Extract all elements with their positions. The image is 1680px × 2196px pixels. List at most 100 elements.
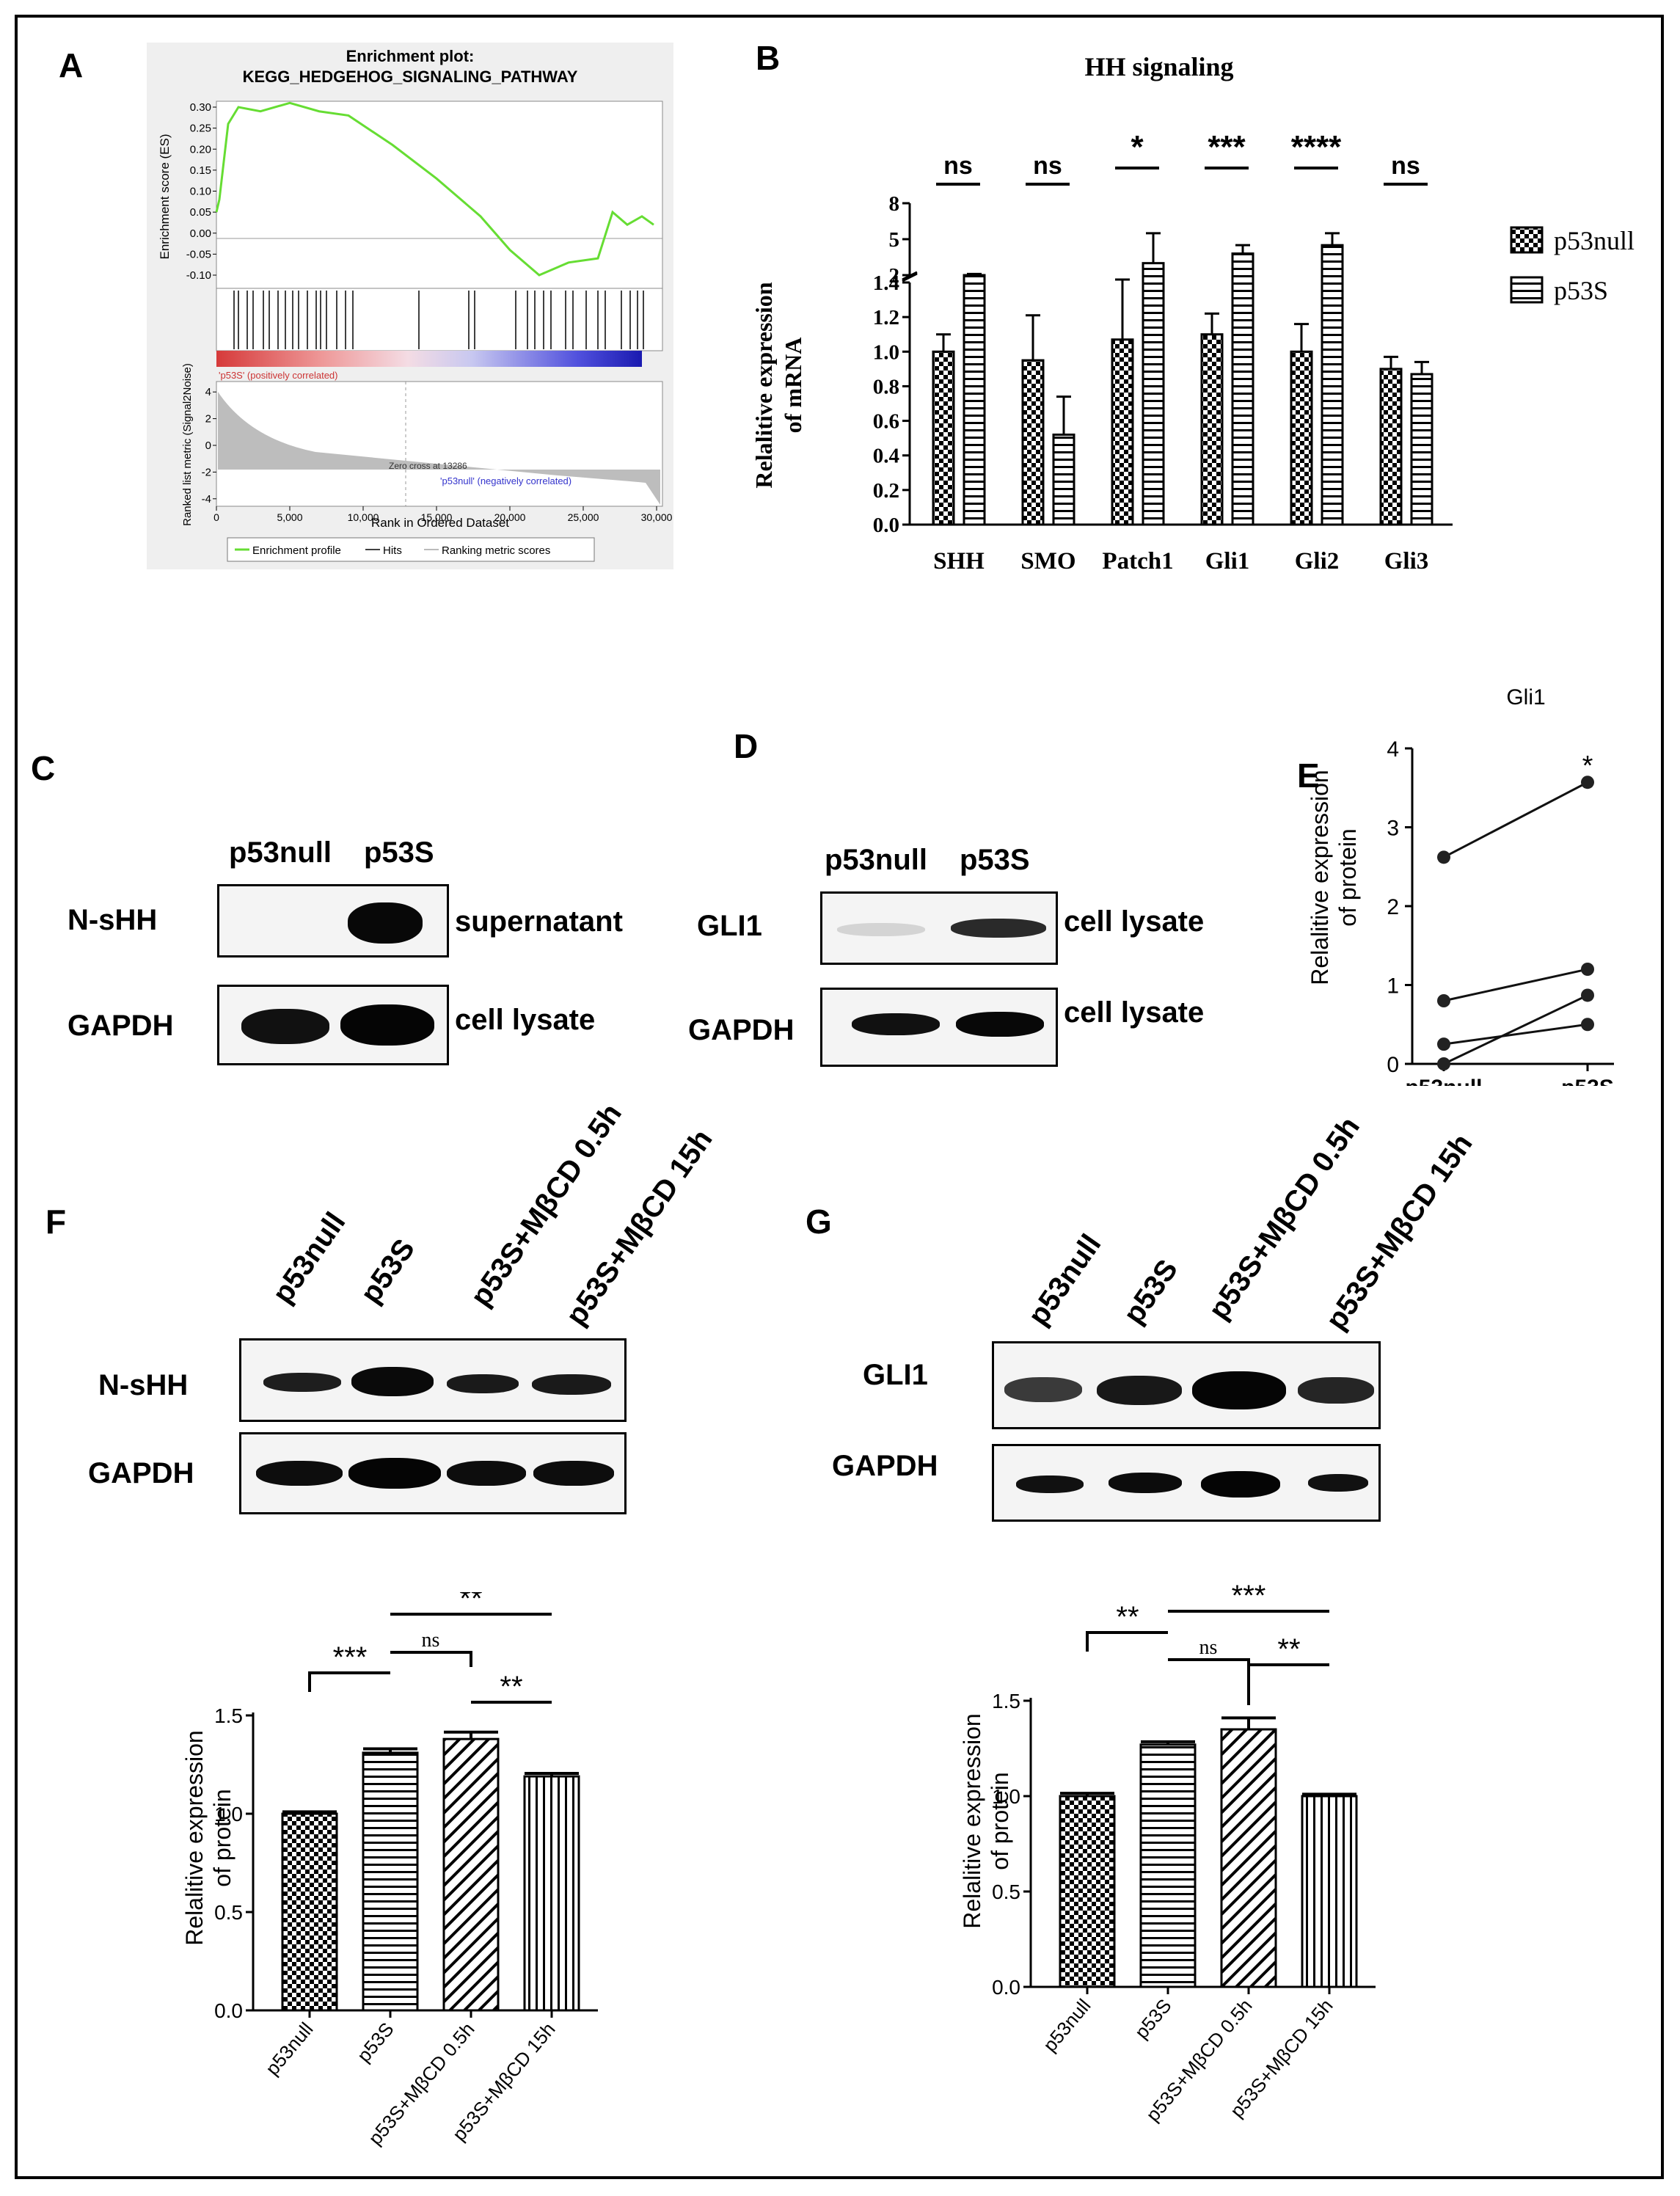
negative-correlated-label: 'p53null' (negatively correlated) [440,475,571,486]
quant-bracket-label: ns [422,1629,440,1652]
es-ylabel: Enrichment score (ES) [158,134,172,260]
c-band-nshh-p53S [348,902,423,944]
g-row1-label: GLI1 [863,1359,928,1391]
e-point [1437,850,1450,864]
d-lane-p53S: p53S [960,844,1030,876]
quant-bar-0 [281,1812,338,2012]
g-band-gapdh-1 [1016,1475,1084,1493]
g-band-gapdh-4 [1308,1474,1368,1492]
c-blot-gapdh [217,985,449,1065]
chart-b-ylabel-line2: of mRNA [780,338,806,434]
b-bar-p53null-Gli2 [1290,350,1313,526]
d-row2-note: cell lysate [1064,996,1205,1029]
quant-category-label: p53null [1039,1995,1095,2057]
panel-label-e: E [1297,756,1320,795]
b-legend-label: p53null [1554,226,1635,255]
f-band-gapdh-1 [256,1461,343,1486]
rank-tick-label: 0 [205,439,211,452]
d-blot-gapdh [820,988,1058,1067]
quant-tick-label: 1.5 [992,1690,1020,1712]
es-tick-label: 0.15 [190,164,211,177]
b-bar-p53S-Gli1 [1231,252,1254,526]
chart-e-ylabel-line2: of protein [1334,828,1361,926]
e-tick-label: 1 [1387,974,1399,999]
d-band-gli1-2 [951,919,1046,938]
quant-bracket [308,1671,390,1692]
b-tick-label: 1.4 [873,271,899,295]
b-tick-label: 1.2 [873,306,899,329]
quant-bracket-label: ns [1199,1636,1218,1659]
quant-bar-1 [1139,1743,1197,1988]
b-category-label: Gli2 [1295,548,1340,574]
panel-label-g: G [806,1203,832,1241]
b-significance-label: ns [1033,152,1062,180]
quant-tick-label: 0.0 [214,1999,243,2022]
e-pair-line [1443,781,1588,858]
quant-bracket-label: *** [333,1641,368,1674]
f-row1-label: N-sHH [98,1369,189,1401]
e-point [1437,1037,1450,1051]
enrichment-profile-line [215,101,654,277]
b-legend-label: p53S [1554,276,1608,305]
quant-bracket [1168,1658,1250,1705]
d-lane-p53null: p53null [825,844,928,876]
quant-category-label: p53S [353,2018,398,2067]
gsea-x-tick-label: 25,000 [568,511,599,523]
b-significance-label: **** [1291,129,1342,165]
gli1-paired-dot-plot: Gli1 Relalitive expression of protein 0 1… [1307,685,1614,1086]
e-pair-line [1443,968,1588,1002]
b-tick-label: 0.2 [873,479,899,503]
d-band-gli1-1 [837,923,925,936]
quant-bar-2 [442,1737,500,2012]
quant-bracket-label: ** [1116,1601,1139,1633]
b-bar-p53S-Gli2 [1321,244,1344,526]
es-tick-label: 0.00 [190,227,211,240]
c-band-gapdh-1 [241,1009,329,1044]
b-bar-p53null-SMO [1021,359,1045,526]
f-band-gapdh-3 [447,1461,526,1486]
d-row1-note: cell lysate [1064,905,1205,938]
quant-bracket [1086,1631,1168,1652]
gsea-x-tick-label: 30,000 [641,511,673,523]
es-tick-label: 0.30 [190,101,211,114]
b-category-label: Gli3 [1384,548,1429,574]
f-blot-gapdh [239,1432,627,1514]
d-band-gapdh-2 [956,1012,1044,1037]
g-row2-label: GAPDH [832,1450,938,1482]
legend-hits: Hits [383,544,402,557]
gsea-x-tick-label: 15,000 [421,511,453,523]
d-blot-gli1 [820,891,1058,965]
b-significance-label: *** [1208,129,1246,165]
f-quant-bar-chart: Relalitive expression of protein 0.0 0.5 1… [181,1592,598,2149]
panel-label-c: C [31,749,56,787]
g-band-gli1-1 [1004,1377,1082,1402]
e-tick-label: 2 [1387,895,1399,919]
b-significance-label: ns [1391,152,1420,180]
quant-bracket-label: ** [1277,1633,1300,1666]
chart-e-ylabel-line1: Relalitive expression [1307,770,1333,985]
quant-category-label: p53null [261,2018,318,2080]
chart-f-ylabel-line2: of protein [209,1789,235,1886]
chart-g-ylabel-line2: of protein [987,1772,1013,1869]
chart-f-ylabel-line1: Relalitive expression [181,1730,208,1945]
b-category-label: SHH [933,548,985,574]
b-category-label: Patch1 [1102,548,1173,574]
chart-b-ylabel-line1: Relalitive expression [750,282,777,488]
e-point [1581,988,1594,1002]
e-point [1581,963,1594,976]
es-tick-label: -0.10 [186,269,211,282]
f-band-nshh-3 [447,1374,519,1393]
f-band-nshh-1 [263,1373,341,1392]
chart-e-title: Gli1 [1506,685,1545,709]
rank-tick-label: 4 [205,386,211,398]
gsea-enrichment-plot: Enrichment plot: KEGG_HEDGEHOG_SIGNALING… [147,43,673,569]
hits-barcode [233,291,644,349]
d-row1-label: GLI1 [697,910,762,942]
quant-bracket-label: *** [1232,1580,1266,1612]
g-blot-gli1 [992,1341,1381,1429]
b-legend-swatch-p53null [1510,226,1544,254]
e-tick-label: 4 [1387,737,1399,762]
e-point [1581,776,1594,789]
e-tick-label: 3 [1387,817,1399,841]
panel-label-b: B [756,39,781,77]
